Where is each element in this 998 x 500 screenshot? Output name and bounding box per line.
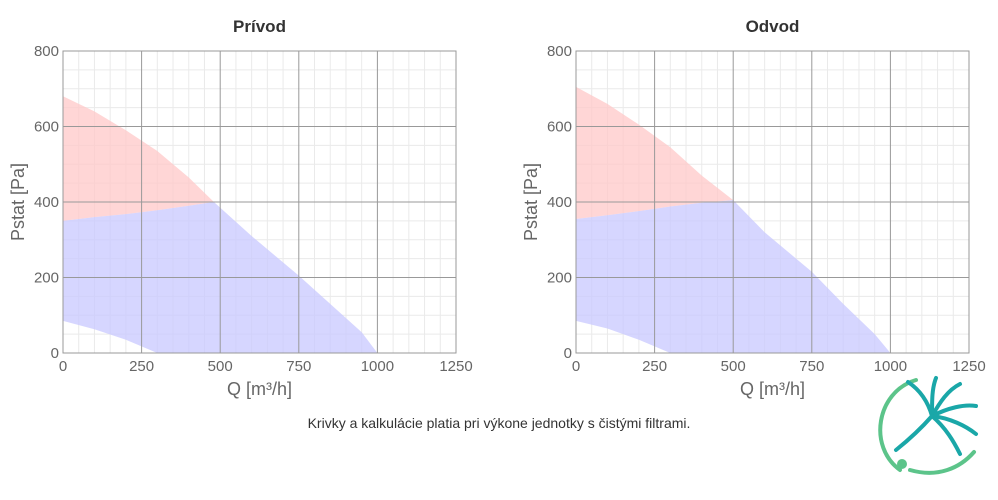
plot-frame: [62, 50, 457, 354]
x-tick-label: 0: [572, 358, 580, 375]
y-axis-label: Pstat [Pa]: [521, 163, 541, 241]
plot-frame: [575, 50, 970, 354]
x-tick-label: 250: [642, 358, 667, 375]
y-axis-label: Pstat [Pa]: [8, 163, 28, 241]
y-tick-label: 400: [547, 194, 572, 211]
x-tick-label: 500: [721, 358, 746, 375]
x-tick-label: 1250: [952, 358, 985, 375]
x-tick-label: 500: [208, 358, 233, 375]
y-tick-label: 0: [51, 345, 59, 362]
chart-privod: 0 250 500 750 1000 1250 0 200 400 600 800 Prívod Q […: [8, 17, 473, 399]
y-tick-label: 600: [547, 119, 572, 136]
y-tick-label: 600: [34, 119, 59, 136]
x-tick-label: 0: [59, 358, 67, 375]
footnote: Krivky a kalkulácie platia pri výkone je…: [307, 415, 691, 431]
y-tick-label: 400: [34, 194, 59, 211]
y-tick-label: 200: [34, 270, 59, 287]
x-tick-label: 1000: [361, 358, 394, 375]
region-area-0: [63, 96, 214, 221]
chart-title: Prívod: [233, 17, 286, 36]
x-tick-label: 1000: [874, 358, 907, 375]
x-tick-label: 750: [799, 358, 824, 375]
chart-odvod: 0 250 500 750 1000 1250 0 200 400 600 800 Odvod Q [m…: [521, 17, 986, 399]
x-axis-label: Q [m³/h]: [740, 379, 805, 399]
fan-logo-icon: [878, 376, 978, 475]
x-tick-label: 1250: [439, 358, 472, 375]
y-tick-label: 800: [34, 43, 59, 60]
y-tick-label: 800: [547, 43, 572, 60]
chart-title: Odvod: [746, 17, 800, 36]
y-tick-label: 200: [547, 270, 572, 287]
y-tick-label: 0: [564, 345, 572, 362]
x-tick-label: 750: [286, 358, 311, 375]
x-tick-label: 250: [129, 358, 154, 375]
x-axis-label: Q [m³/h]: [227, 379, 292, 399]
